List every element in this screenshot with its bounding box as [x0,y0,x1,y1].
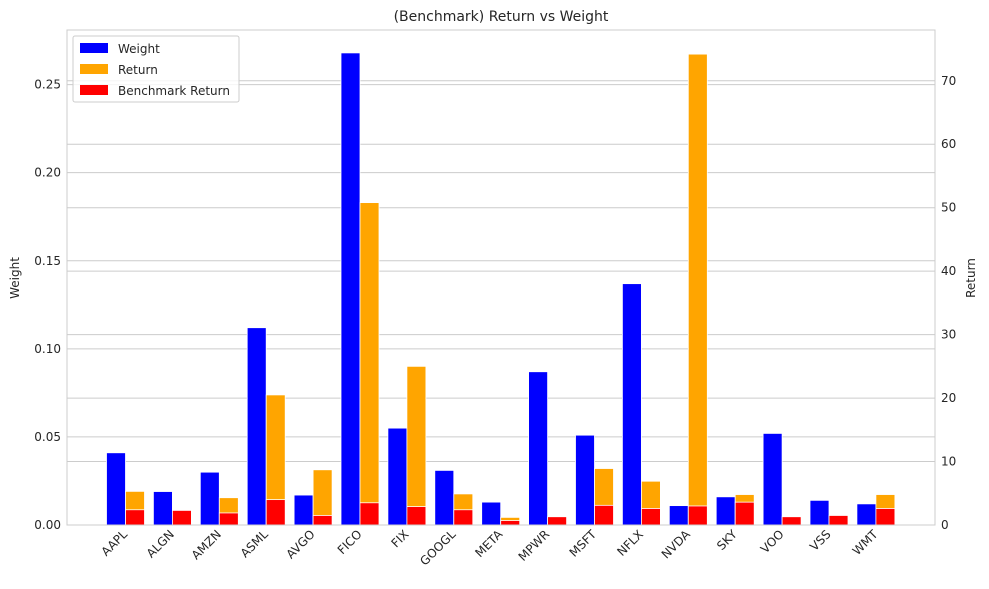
legend-box [72,35,240,103]
y-tick-label: 0.05 [34,430,61,444]
legend: Weight Return Benchmark Return [72,35,240,103]
bar-weight [387,427,408,526]
bar-benchmark-return [547,516,567,526]
bar-weight [199,471,220,526]
bar-weight [622,283,642,526]
legend-swatch [80,64,108,74]
grid-lines [67,80,935,526]
bar-weight [106,452,126,526]
y-tick-label: 0.20 [34,166,61,180]
bar-benchmark-return [406,506,427,526]
y-tick-label: 0.10 [34,342,61,356]
bar-weight [481,501,502,526]
y2-tick-label: 50 [941,201,956,215]
y-tick-label: 0.00 [34,518,61,532]
bar-weight [528,371,548,526]
bar-weight [809,499,830,526]
bar-weight [340,52,361,526]
bar-benchmark-return [687,505,708,526]
bar-return [359,202,380,526]
bar-weight [246,327,267,526]
bar-weight [152,491,173,526]
y-tick-label: 0.15 [34,254,61,268]
bar-benchmark-return [781,516,802,526]
bar-weight [856,503,877,526]
bar-weight [762,432,783,526]
y-axis-left: 0.00 0.05 0.10 0.15 0.20 0.25 [34,78,61,532]
y-axis-label: Weight [8,257,22,299]
bar-benchmark-return [359,502,380,526]
bar-benchmark-return [265,499,286,526]
legend-swatch [80,85,108,95]
legend-label: Return [118,63,158,77]
bar-weight [715,496,736,526]
bar-benchmark-return [125,509,145,526]
y-tick-label: 0.25 [34,78,61,92]
y2-tick-label: 30 [941,328,956,342]
bar-return [406,365,427,526]
y2-axis-label: Return [964,258,978,298]
legend-label: Benchmark Return [118,84,230,98]
y2-tick-label: 60 [941,137,956,151]
bar-benchmark-return [171,510,192,526]
bar-benchmark-return [875,508,896,526]
bar-weight [434,469,455,526]
bar-benchmark-return [453,509,474,526]
plot-frame [66,29,936,526]
bar-weight [575,434,595,526]
bar-benchmark-return [312,515,333,526]
y2-tick-label: 0 [941,518,949,532]
bar-benchmark-return [734,501,755,526]
bar-return [687,53,708,526]
bar-benchmark-return [500,520,521,526]
bar-benchmark-return [828,515,849,526]
chart-title: (Benchmark) Return vs Weight [394,9,609,25]
bar-benchmark-return [218,512,239,526]
bar-weight [293,494,314,526]
y2-tick-label: 20 [941,391,956,405]
legend-label: Weight [118,42,160,56]
y2-tick-label: 10 [941,455,956,469]
y-axis-right: 0 10 20 30 40 50 60 70 [941,74,956,532]
legend-swatch [80,43,108,53]
bar-weight [668,505,689,526]
bar-benchmark-return [641,508,661,526]
y2-tick-label: 70 [941,74,956,88]
y2-tick-label: 40 [941,264,956,278]
bar-benchmark-return [594,504,614,526]
